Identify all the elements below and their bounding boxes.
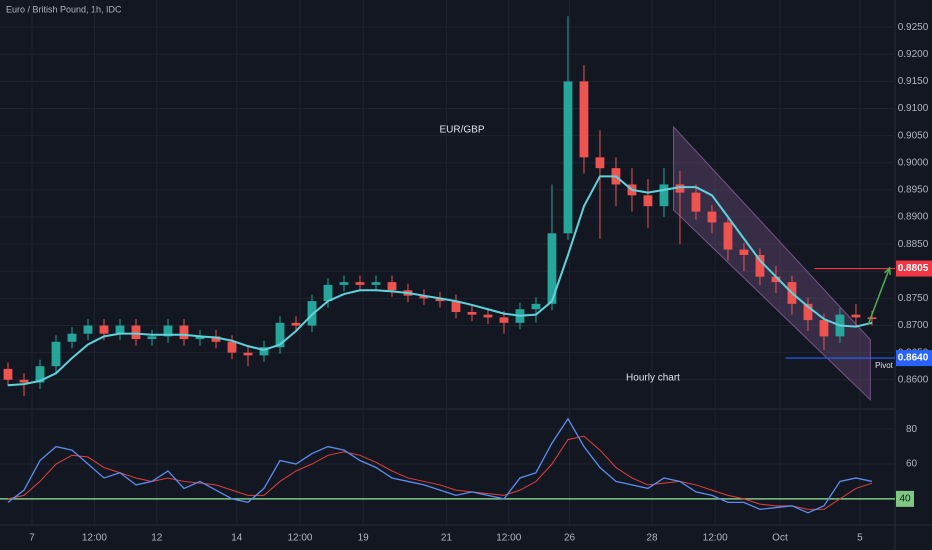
candle-body — [707, 211, 717, 223]
level-label: 0.8640 — [898, 353, 929, 364]
candle-body — [483, 314, 493, 318]
candle-body — [131, 325, 141, 340]
candle-body — [723, 222, 733, 250]
y-tick-label: 0.8950 — [898, 185, 929, 196]
level-box — [896, 490, 914, 507]
candle-body — [851, 314, 861, 318]
y-tick-label: 0.8900 — [898, 212, 929, 223]
y-tick-label: 0.8600 — [898, 374, 929, 385]
y-tick-label: 0.8850 — [898, 239, 929, 250]
candle-body — [563, 81, 573, 234]
candle-body — [51, 341, 61, 367]
candle-body — [419, 295, 429, 299]
y-tick-label: 0.8700 — [898, 320, 929, 331]
y-tick-label: 0.9100 — [898, 103, 929, 114]
candle-body — [755, 255, 765, 277]
y-tick-label: 0.8750 — [898, 293, 929, 304]
x-tick-label: 19 — [358, 533, 370, 544]
candle-body — [19, 379, 29, 383]
x-tick-label: Oct — [772, 533, 788, 544]
x-tick-label: 7 — [29, 533, 35, 544]
candle-body — [451, 301, 461, 312]
x-tick-label: 14 — [231, 533, 243, 544]
annotation: Pivot — [875, 361, 894, 370]
candle-body — [467, 311, 477, 315]
candle-body — [35, 366, 45, 383]
candle-body — [499, 317, 509, 323]
candle-body — [179, 325, 189, 340]
candle-body — [291, 322, 301, 326]
y-tick-label: 0.9250 — [898, 22, 929, 33]
arrow — [867, 267, 891, 326]
candle-body — [3, 368, 13, 380]
level-box — [896, 350, 932, 367]
candle-body — [819, 320, 829, 337]
rsi-line — [7, 417, 873, 514]
y-tick-label: 0.9150 — [898, 76, 929, 87]
candle-body — [227, 341, 237, 353]
candle-body — [147, 336, 157, 340]
level-label: 0.8805 — [898, 263, 929, 274]
x-tick-label: 12:00 — [287, 533, 312, 544]
candle-body — [435, 298, 445, 302]
candle-body — [387, 282, 397, 291]
candle-body — [691, 192, 701, 212]
candle-body — [243, 352, 253, 356]
x-tick-label: 26 — [564, 533, 576, 544]
candle-body — [115, 325, 125, 334]
x-tick-label: 12:00 — [703, 533, 728, 544]
y-tick-label: 0.9050 — [898, 130, 929, 141]
annotation: Hourly chart — [626, 373, 680, 384]
x-tick-label: 28 — [646, 533, 658, 544]
candle-body — [771, 276, 781, 283]
candle-body — [531, 303, 541, 310]
candle-body — [643, 195, 653, 207]
candle-body — [371, 282, 381, 285]
y-tick-label: 60 — [906, 459, 918, 470]
x-tick-label: 12:00 — [82, 533, 107, 544]
candle-body — [163, 325, 173, 337]
candle-body — [739, 249, 749, 255]
candle-body — [99, 325, 109, 334]
y-tick-label: 0.9200 — [898, 49, 929, 60]
candle-body — [259, 347, 269, 356]
candle-body — [339, 282, 349, 285]
candle-body — [275, 322, 285, 348]
candle-body — [307, 301, 317, 326]
level-box — [896, 260, 932, 277]
candle-body — [675, 184, 685, 193]
candle-body — [83, 325, 93, 334]
candle-body — [195, 336, 205, 340]
candle-body — [547, 233, 557, 304]
candle-body — [355, 282, 365, 285]
candle-body — [803, 303, 813, 321]
x-tick-label: 21 — [441, 533, 453, 544]
candle-body — [211, 336, 221, 342]
moving-average — [7, 175, 873, 387]
annotation: EUR/GBP — [439, 125, 484, 136]
candle-body — [323, 284, 333, 302]
candle-body — [579, 81, 589, 158]
x-tick-label: 12 — [151, 533, 163, 544]
arrow-head — [883, 266, 891, 276]
candle-body — [595, 157, 605, 169]
candle-body — [67, 333, 77, 342]
level-label: 40 — [899, 494, 911, 505]
chart-title: Euro / British Pound, 1h, IDC — [6, 4, 122, 14]
x-tick-label: 5 — [857, 533, 863, 544]
candle-body — [659, 184, 669, 207]
x-tick-label: 12:00 — [496, 533, 521, 544]
candle-body — [867, 317, 877, 320]
y-tick-label: 80 — [906, 424, 918, 435]
y-tick-label: 0.9000 — [898, 157, 929, 168]
